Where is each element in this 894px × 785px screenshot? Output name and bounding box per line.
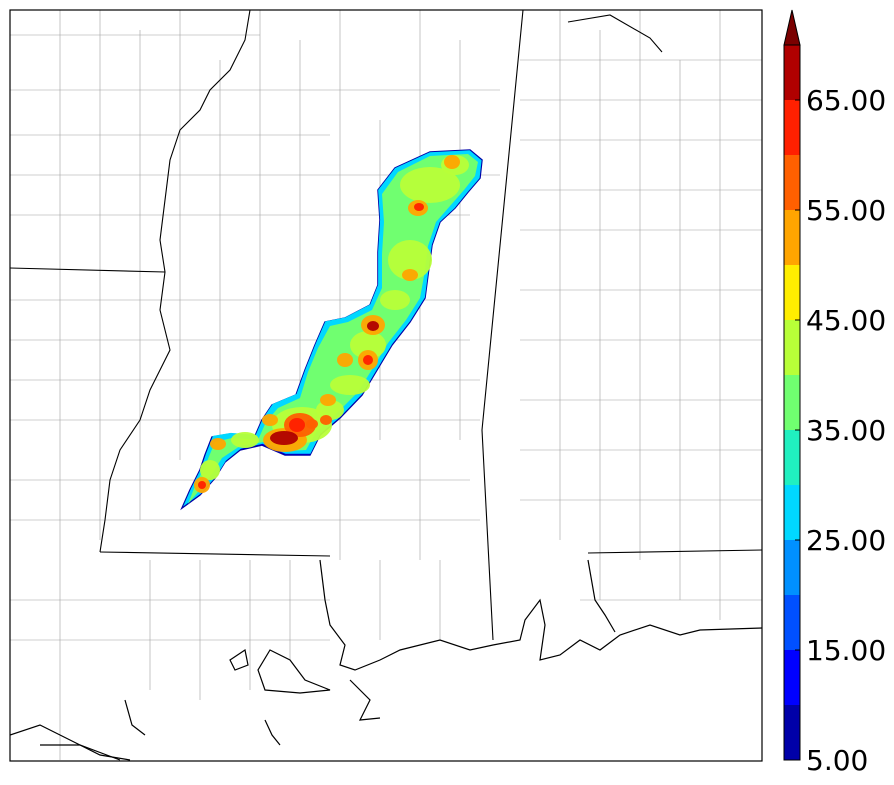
colorbar-tick-label: 55.00 [806,194,886,227]
reflectivity-cell [198,481,206,489]
colorbar-tick-label: 5.00 [806,744,868,777]
colorbar-tick-label: 25.00 [806,524,886,557]
colorbar-bin [784,430,800,485]
colorbar-bin [784,100,800,155]
colorbar-bin [784,650,800,705]
reflectivity-cell [363,355,373,365]
reflectivity-cell [289,418,305,432]
map-frame [9,9,763,762]
colorbar-bin [784,485,800,540]
reflectivity-cell [320,415,332,425]
reflectivity-cell [367,321,379,331]
reflectivity-cell [402,269,418,281]
reflectivity-cell [400,167,460,203]
coastline [10,559,762,761]
colorbar-extend-arrow [783,9,801,46]
reflectivity-cell [320,394,336,406]
reflectivity-cell [316,400,344,420]
colorbar-bin [784,265,800,320]
map-panel [10,10,762,761]
colorbar-bin [784,595,800,650]
colorbar-tick-label: 35.00 [806,414,886,447]
reflectivity-cell [262,414,278,426]
reflectivity-cell [270,431,298,445]
colorbar-bin [784,45,800,100]
reflectivity-cell [444,155,460,169]
colorbar: 5.00 15.00 25.00 35.00 45.00 55.00 65.00 [783,9,886,777]
reflectivity-cell [210,438,226,450]
colorbar-bin [784,540,800,595]
state-borders [10,10,762,641]
reflectivity-cell [231,432,259,448]
colorbar-tick-label: 15.00 [806,634,886,667]
reflectivity-swath [180,149,483,511]
colorbar-bin [784,155,800,210]
colorbar-frame [783,44,801,761]
colorbar-bin [784,705,800,760]
colorbar-tick-label: 45.00 [806,304,886,337]
colorbar-bin [784,320,800,375]
reflectivity-cell [330,375,370,395]
reflectivity-cell [380,290,410,310]
reflectivity-cell [388,240,432,280]
colorbar-tick-label: 65.00 [806,84,886,117]
colorbar-bin [784,375,800,430]
colorbar-bin [784,210,800,265]
reflectivity-cell [337,353,353,367]
reflectivity-cell [200,460,220,480]
reflectivity-cell [306,419,318,429]
reflectivity-cell [414,203,424,211]
reflectivity-cell [350,331,386,359]
